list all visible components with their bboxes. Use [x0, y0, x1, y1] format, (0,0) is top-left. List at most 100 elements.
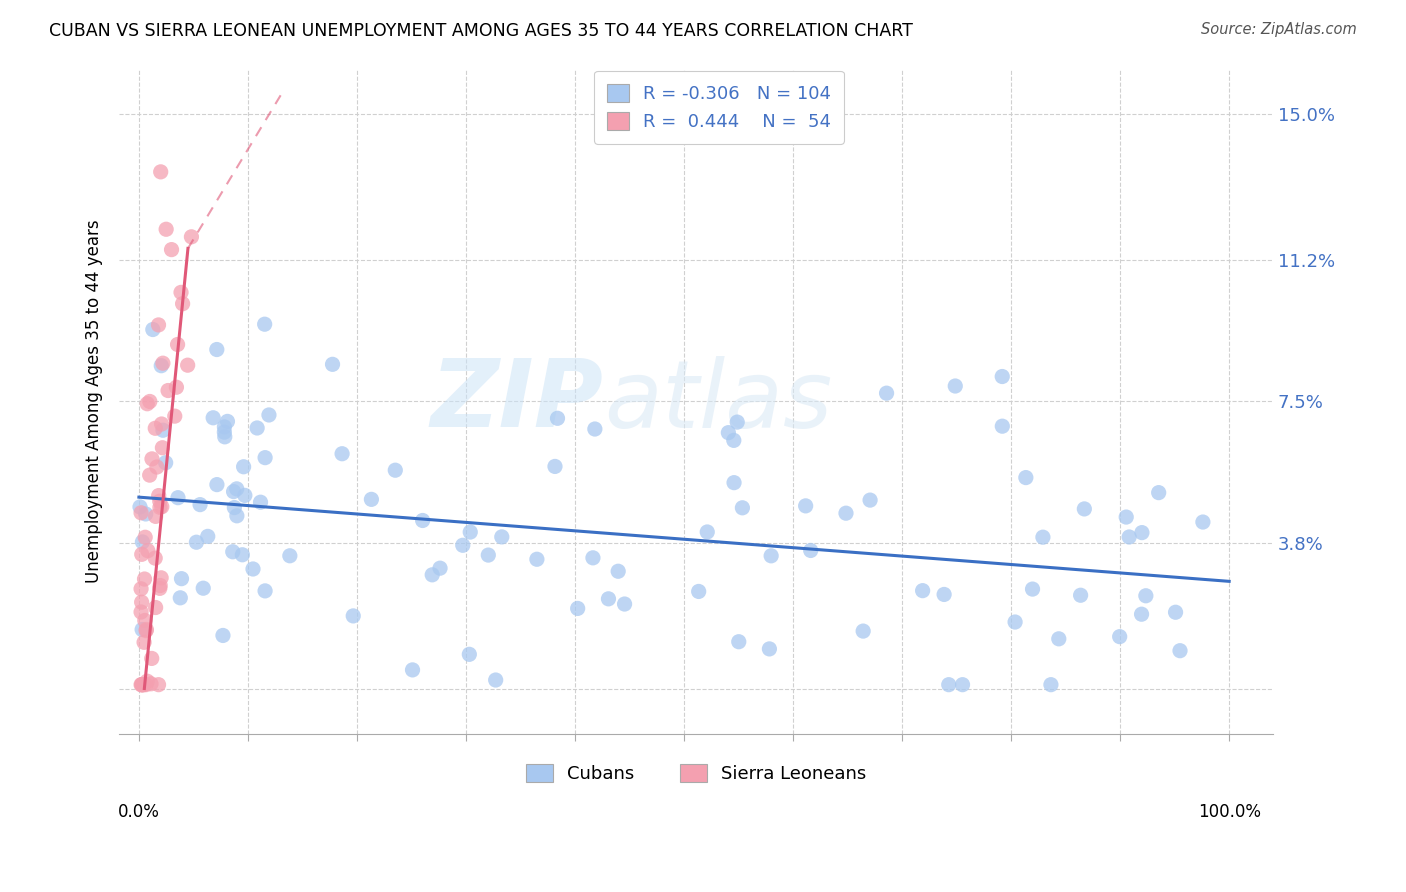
Point [163, 409, 186, 424]
Point [911, 583, 934, 598]
Point [214, 430, 236, 444]
Point [723, 434, 745, 448]
Point [225, 508, 247, 523]
Point [717, 425, 740, 440]
Point [412, 514, 434, 528]
Point [135, 678, 157, 692]
Point [607, 564, 630, 578]
Point [342, 608, 364, 623]
Point [141, 651, 163, 665]
Point [1147, 485, 1170, 500]
Point [149, 582, 172, 596]
Point [322, 357, 344, 371]
Point [1073, 502, 1095, 516]
Point [131, 547, 153, 561]
Point [1108, 630, 1130, 644]
Point [172, 296, 194, 310]
Point [150, 359, 173, 373]
Point [932, 587, 955, 601]
Point [205, 477, 228, 491]
Point [136, 543, 159, 558]
Point [145, 509, 167, 524]
Point [401, 663, 423, 677]
Point [129, 678, 152, 692]
Point [1039, 678, 1062, 692]
Point [155, 456, 177, 470]
Point [129, 582, 152, 596]
Point [1115, 510, 1137, 524]
Point [131, 678, 153, 692]
Point [139, 394, 162, 409]
Point [214, 425, 236, 439]
Point [1070, 588, 1092, 602]
Text: ZIP: ZIP [430, 356, 603, 448]
Point [696, 524, 718, 539]
Point [991, 369, 1014, 384]
Point [176, 358, 198, 372]
Point [129, 605, 152, 619]
Point [583, 422, 606, 436]
Point [135, 624, 157, 638]
Point [598, 591, 620, 606]
Text: Source: ZipAtlas.com: Source: ZipAtlas.com [1201, 22, 1357, 37]
Point [225, 482, 247, 496]
Point [800, 543, 823, 558]
Point [222, 545, 245, 559]
Point [131, 535, 153, 549]
Point [135, 623, 157, 637]
Point [794, 499, 817, 513]
Point [148, 318, 170, 332]
Point [429, 561, 451, 575]
Point [544, 459, 567, 474]
Point [131, 623, 153, 637]
Point [202, 410, 225, 425]
Point [330, 447, 353, 461]
Point [723, 475, 745, 490]
Point [134, 614, 156, 628]
Point [952, 678, 974, 692]
Point [233, 488, 256, 502]
Point [257, 408, 280, 422]
Point [148, 678, 170, 692]
Point [134, 530, 156, 544]
Point [136, 397, 159, 411]
Point [217, 414, 239, 428]
Point [420, 567, 443, 582]
Point [526, 552, 548, 566]
Point [1168, 643, 1191, 657]
Point [152, 423, 174, 437]
Point [1192, 515, 1215, 529]
Point [1021, 582, 1043, 596]
Point [149, 500, 172, 515]
Point [1032, 530, 1054, 544]
Point [193, 581, 215, 595]
Point [212, 628, 235, 642]
Point [131, 678, 153, 692]
Point [759, 549, 782, 563]
Text: 0.0%: 0.0% [118, 804, 160, 822]
Point [155, 222, 177, 236]
Point [170, 285, 193, 300]
Point [205, 343, 228, 357]
Point [129, 500, 152, 514]
Point [254, 450, 277, 465]
Point [141, 451, 163, 466]
Point [180, 229, 202, 244]
Point [214, 420, 236, 434]
Point [152, 441, 174, 455]
Point [458, 648, 481, 662]
Point [131, 595, 153, 609]
Point [143, 421, 166, 435]
Point [758, 641, 780, 656]
Point [458, 524, 481, 539]
Point [224, 500, 246, 515]
Point [231, 548, 253, 562]
Point [491, 530, 513, 544]
Point [131, 678, 153, 692]
Point [1130, 607, 1153, 622]
Point [253, 317, 276, 331]
Point [232, 459, 254, 474]
Point [547, 411, 569, 425]
Legend: Cubans, Sierra Leoneans: Cubans, Sierra Leoneans [516, 755, 876, 792]
Point [242, 562, 264, 576]
